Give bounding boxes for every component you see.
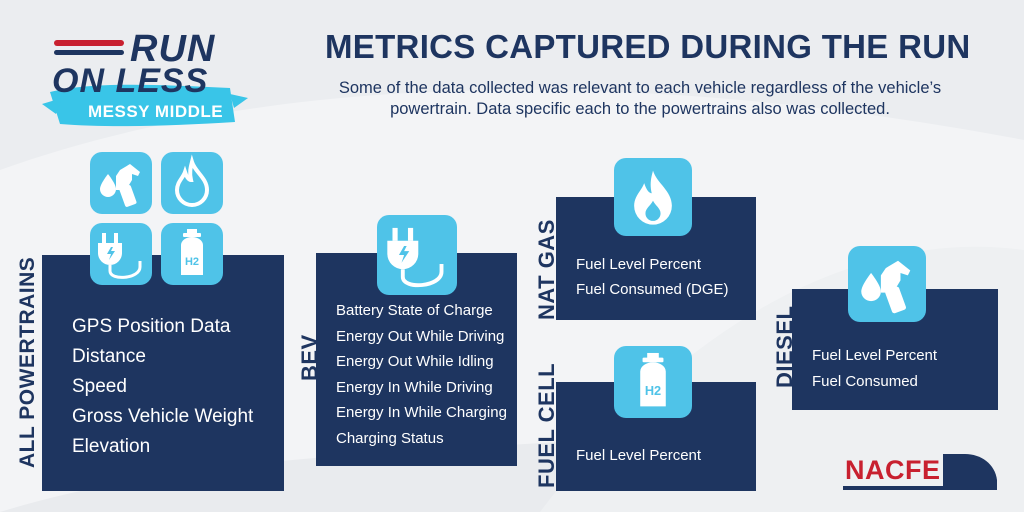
plug-icon	[90, 223, 152, 285]
list-item: Speed	[72, 376, 127, 397]
list-item: Gross Vehicle Weight	[72, 406, 254, 427]
natgas-flame-icon	[614, 158, 692, 236]
list-item: Fuel Level Percent	[576, 256, 702, 273]
fuel-pump-icon	[90, 152, 152, 214]
logo-run: RUN	[130, 28, 216, 70]
panel-natgas-label: NAT GAS	[534, 219, 559, 320]
all-powertrains-list: GPS Position Data Distance Speed Gross V…	[72, 312, 253, 462]
run-on-less-logo: RUN ON LESS MESSY MIDDLE	[30, 22, 250, 132]
diesel-list: Fuel Level Percent Fuel Consumed	[812, 343, 937, 395]
list-item: Distance	[72, 346, 146, 367]
hydrogen-tank-icon: H2	[161, 223, 223, 285]
svg-text:H2: H2	[645, 383, 661, 398]
diesel-fuel-pump-icon	[848, 246, 926, 322]
list-item: Fuel Consumed	[812, 373, 918, 390]
list-item: Fuel Consumed (DGE)	[576, 281, 729, 298]
list-item: GPS Position Data	[72, 316, 231, 337]
logo-messy-middle: MESSY MIDDLE	[88, 102, 224, 121]
list-item: Energy Out While Idling	[336, 353, 494, 370]
list-item: Fuel Level Percent	[812, 347, 938, 364]
panel-all-powertrains	[42, 255, 284, 491]
panel-diesel-label: DIESEL	[772, 305, 797, 388]
natgas-list: Fuel Level Percent Fuel Consumed (DGE)	[576, 252, 729, 302]
bev-plug-icon	[377, 215, 457, 295]
flame-icon	[161, 152, 223, 214]
page-title: METRICS CAPTURED DURING THE RUN	[325, 28, 971, 65]
bev-list: Battery State of Charge Energy Out While…	[336, 298, 507, 451]
nacfe-logo: NACFE	[843, 452, 999, 492]
page-subtitle: Some of the data collected was relevant …	[338, 79, 942, 118]
list-item: Battery State of Charge	[336, 302, 493, 319]
fuelcell-list: Fuel Level Percent	[576, 443, 701, 468]
list-item: Elevation	[72, 436, 151, 457]
list-item: Charging Status	[336, 429, 444, 447]
panel-bev-label: BEV	[297, 334, 322, 381]
panel-fuelcell-label: FUEL CELL	[534, 362, 559, 488]
list-item: Energy In While Charging	[336, 404, 507, 421]
logo-on-less: ON LESS	[52, 62, 209, 100]
list-item: Energy In While Driving	[336, 378, 493, 396]
list-item: Energy Out While Driving	[336, 327, 505, 345]
svg-text:H2: H2	[185, 256, 199, 268]
panel-all-powertrains-label: ALL POWERTRAINS	[16, 256, 39, 468]
nacfe-wordmark: NACFE	[845, 455, 941, 485]
fuelcell-hydrogen-icon: H2	[614, 346, 692, 418]
list-item: Fuel Level Percent	[576, 447, 702, 464]
